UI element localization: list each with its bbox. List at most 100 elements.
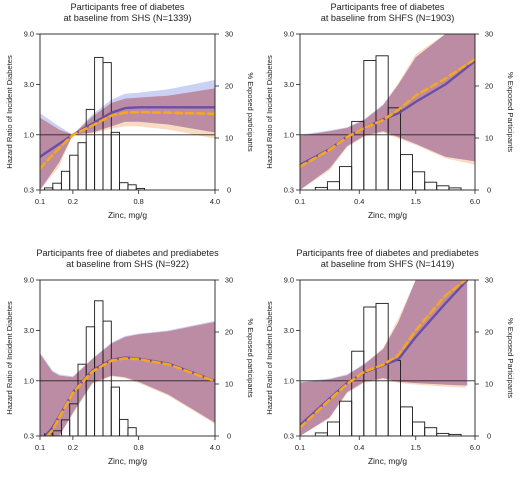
chart-subtitle: at baseline from SHS (N=1339) xyxy=(64,13,192,23)
y-tick-label: 1.0 xyxy=(284,376,294,385)
x-tick-label: 4.0 xyxy=(210,443,220,452)
fitted-curve-dashed xyxy=(40,110,215,170)
x-axis-label: Zinc, mg/g xyxy=(368,456,407,466)
y2-tick-label: 20 xyxy=(225,82,233,91)
plot-frame xyxy=(299,279,476,437)
chart-svg: 0.3 1.0 3.0 9.0 0 10 20 30 0.1 0.2 0.8 4.0 Participa… xyxy=(5,248,255,466)
x-tick-label: 1.5 xyxy=(411,443,421,452)
y2-tick-label: 0 xyxy=(487,186,491,195)
y2-tick-label: 10 xyxy=(225,380,233,389)
chart-svg: 0.3 1.0 3.0 9.0 0 10 20 30 0.1 0.4 1.5 6.0 Participa… xyxy=(265,248,515,466)
x-tick-label: 1.5 xyxy=(411,197,421,206)
y-axis-label: Hazard Ratio of Incident Diabetes xyxy=(5,55,14,169)
y2-axis-label: % Exposed Participants xyxy=(506,72,515,152)
histogram-bar xyxy=(102,320,112,436)
y-axis-label: Hazard Ratio of Incident Diabetes xyxy=(265,55,274,169)
histogram-bar xyxy=(339,400,353,436)
x-tick-label: 0.8 xyxy=(134,443,144,452)
y-tick-label: 9.0 xyxy=(24,276,34,285)
histogram-bar xyxy=(326,421,340,436)
y-tick-label: 3.0 xyxy=(24,326,34,335)
y-tick-label: 9.0 xyxy=(284,276,294,285)
y2-tick-label: 0 xyxy=(227,186,231,195)
histogram-bar xyxy=(60,170,71,190)
y-tick-label: 9.0 xyxy=(284,30,294,39)
y-tick-label: 9.0 xyxy=(24,30,34,39)
chart-panel-2: 0.3 1.0 3.0 9.0 0 10 20 30 0.1 0.4 1.5 6.0 Participa… xyxy=(260,0,520,246)
chart-panel-4: 0.3 1.0 3.0 9.0 0 10 20 30 0.1 0.4 1.5 6.0 Participa… xyxy=(260,246,520,492)
y-tick-label: 3.0 xyxy=(284,326,294,335)
fitted-curve-dashed xyxy=(45,357,215,436)
plot-area xyxy=(300,280,475,436)
histogram-bar xyxy=(52,182,62,190)
y2-tick-label: 0 xyxy=(487,432,491,441)
fitted-curve-dashed xyxy=(300,57,475,168)
chart-subtitle: at baseline from SHS (N=922) xyxy=(66,259,189,269)
x-tick-label: 0.2 xyxy=(68,443,78,452)
x-tick-label: 6.0 xyxy=(470,443,480,452)
histogram-bar xyxy=(110,131,120,190)
x-axis-label: Zinc, mg/g xyxy=(108,210,147,220)
x-tick-label: 0.8 xyxy=(134,197,144,206)
x-tick-label: 0.1 xyxy=(35,443,45,452)
histogram-bar xyxy=(127,184,137,190)
plot-area xyxy=(40,300,215,436)
y2-tick-label: 30 xyxy=(485,30,493,39)
y-axis-label: Hazard Ratio of Incident Diabetes xyxy=(5,301,14,415)
histogram-bar xyxy=(400,406,413,436)
y2-tick-label: 20 xyxy=(225,328,233,337)
x-axis-label: Zinc, mg/g xyxy=(108,456,147,466)
histogram-bar xyxy=(339,166,353,190)
histogram-bar xyxy=(387,107,401,190)
histogram-bar xyxy=(110,386,120,436)
y2-tick-label: 10 xyxy=(485,134,493,143)
chart-svg: 0.3 1.0 3.0 9.0 0 10 20 30 0.1 0.2 0.8 4.0 Participa… xyxy=(5,2,255,220)
histogram-bar xyxy=(351,350,365,436)
histogram-bar xyxy=(412,171,426,190)
chart-title: Participants free of diabetes and predia… xyxy=(296,248,479,258)
x-tick-label: 4.0 xyxy=(210,197,220,206)
chart-title: Participants free of diabetes xyxy=(71,2,185,12)
chart-subtitle: at baseline from SHFS (N=1419) xyxy=(321,259,455,269)
x-tick-label: 0.4 xyxy=(354,197,364,206)
x-tick-label: 0.1 xyxy=(35,197,45,206)
histogram-bar xyxy=(69,154,79,190)
x-tick-label: 0.1 xyxy=(295,443,305,452)
plot-frame xyxy=(39,33,216,191)
plot-frame xyxy=(299,33,476,191)
chart-svg: 0.3 1.0 3.0 9.0 0 10 20 30 0.1 0.4 1.5 6.0 Participa… xyxy=(265,2,515,220)
confidence-band-overlap xyxy=(300,34,475,190)
y-tick-label: 1.0 xyxy=(24,376,34,385)
histogram-bar xyxy=(326,181,340,190)
y2-axis-label: % Exposed participants xyxy=(246,72,255,152)
plot-frame xyxy=(39,279,216,437)
x-tick-label: 6.0 xyxy=(470,197,480,206)
histogram-bar xyxy=(412,421,426,436)
chart-title: Participants free of diabetes xyxy=(331,2,445,12)
y-tick-label: 1.0 xyxy=(284,130,294,139)
chart-panel-3: 0.3 1.0 3.0 9.0 0 10 20 30 0.1 0.2 0.8 4.0 Participa… xyxy=(0,246,260,492)
x-tick-label: 0.4 xyxy=(354,443,364,452)
x-axis-label: Zinc, mg/g xyxy=(368,210,407,220)
histogram-bar xyxy=(400,154,413,190)
histogram-bar xyxy=(119,182,129,190)
y2-tick-label: 20 xyxy=(485,82,493,91)
histogram-bar xyxy=(102,62,112,190)
fitted-curve-solid xyxy=(40,106,215,158)
chart-subtitle: at baseline from SHFS (N=1903) xyxy=(321,13,455,23)
plot-area xyxy=(40,56,215,190)
x-tick-label: 0.2 xyxy=(68,197,78,206)
y2-tick-label: 30 xyxy=(485,276,493,285)
y2-axis-label: % Exposed Participants xyxy=(506,318,515,398)
y-axis-label: Hazard Ratio of Incident Diabetes xyxy=(265,301,274,415)
histogram-bar xyxy=(127,427,137,436)
x-tick-label: 0.1 xyxy=(295,197,305,206)
y-tick-label: 0.3 xyxy=(24,432,34,441)
y2-tick-label: 10 xyxy=(225,134,233,143)
y-tick-label: 3.0 xyxy=(24,80,34,89)
chart-title: Participants free of diabetes and predia… xyxy=(36,248,219,258)
y2-tick-label: 20 xyxy=(485,328,493,337)
y2-axis-label: % Exposed participants xyxy=(246,318,255,398)
y-tick-label: 1.0 xyxy=(24,130,34,139)
y2-tick-label: 0 xyxy=(227,432,231,441)
